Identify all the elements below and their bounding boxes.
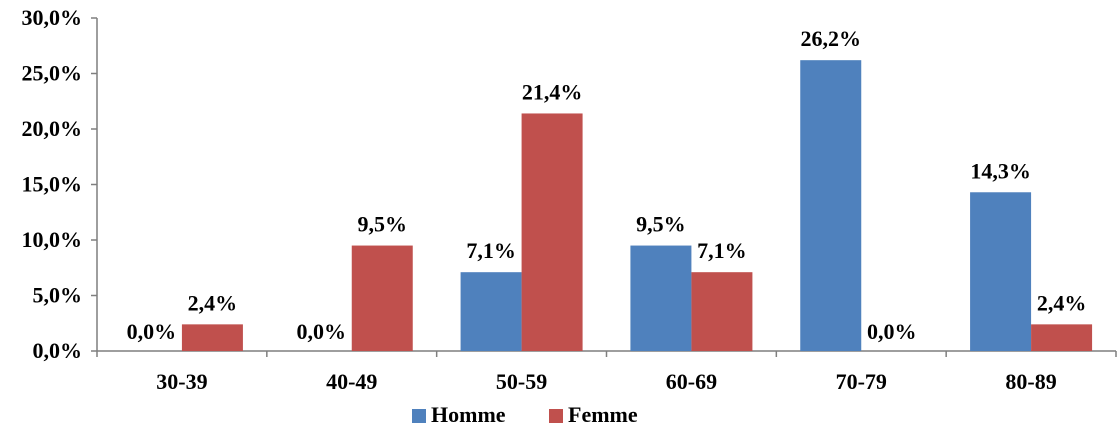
data-label-homme: 14,3% <box>970 158 1031 183</box>
y-tick-label: 20,0% <box>22 116 83 141</box>
chart-axes <box>96 18 1116 352</box>
data-label-femme: 0,0% <box>867 319 917 344</box>
y-axis-ticks: 0,0% 5,0% 10,0% 15,0% 20,0% 25,0% 30,0% <box>22 5 97 363</box>
y-tick-label: 15,0% <box>22 172 83 197</box>
y-tick-label: 10,0% <box>22 227 83 252</box>
y-tick-label: 30,0% <box>22 5 83 30</box>
data-label-femme: 2,4% <box>1037 290 1087 315</box>
data-label-femme: 7,1% <box>697 238 747 263</box>
data-label-femme: 21,4% <box>522 79 583 104</box>
y-tick-label: 5,0% <box>33 283 83 308</box>
bar-femme <box>351 245 413 351</box>
data-label-femme: 9,5% <box>358 212 408 237</box>
bar-homme <box>970 192 1032 351</box>
data-label-homme: 0,0% <box>127 319 177 344</box>
x-tick-label: 70-79 <box>836 369 887 394</box>
data-label-homme: 9,5% <box>636 212 686 237</box>
legend-label-femme: Femme <box>568 402 638 427</box>
x-tick-label: 40-49 <box>326 369 377 394</box>
data-label-femme: 2,4% <box>188 290 238 315</box>
data-label-homme: 26,2% <box>801 26 862 51</box>
legend-label-homme: Homme <box>431 402 506 427</box>
bar-femme <box>181 324 243 351</box>
data-label-homme: 0,0% <box>297 319 347 344</box>
bar-homme <box>630 245 692 351</box>
data-labels: 0,0% 2,4% 0,0% 9,5% 7,1% 21,4% 9,5% 7,1% 26,2% 0,… <box>127 26 1087 344</box>
legend-swatch-homme <box>412 409 426 423</box>
x-tick-label: 60-69 <box>666 369 717 394</box>
bar-femme <box>521 113 583 352</box>
legend-swatch-femme <box>549 409 563 423</box>
bar-femme <box>691 272 753 351</box>
x-axis-ticks: 30-39 40-49 50-59 60-69 70-79 80-89 <box>96 351 1117 394</box>
chart-bars <box>181 60 1093 352</box>
chart-legend: Homme Femme <box>412 402 638 427</box>
x-tick-label: 30-39 <box>156 369 207 394</box>
bar-homme <box>800 60 862 352</box>
y-tick-label: 25,0% <box>22 61 83 86</box>
x-tick-label: 80-89 <box>1005 369 1056 394</box>
data-label-homme: 7,1% <box>466 238 516 263</box>
bar-homme <box>460 272 522 351</box>
bar-femme <box>1031 324 1093 351</box>
y-tick-label: 0,0% <box>33 338 83 363</box>
x-tick-label: 50-59 <box>496 369 547 394</box>
